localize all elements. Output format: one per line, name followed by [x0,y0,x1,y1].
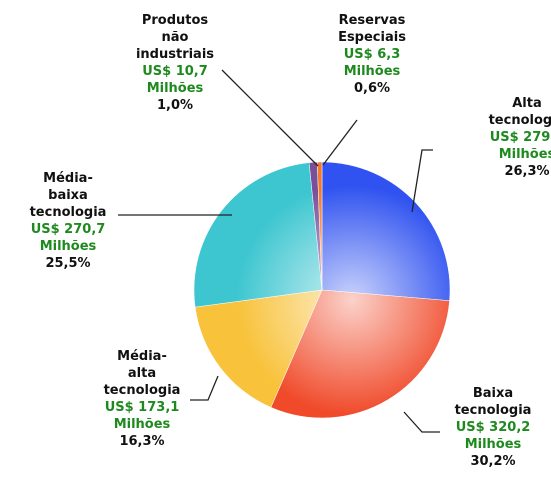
category-name: Reservas Especiais [338,13,406,45]
value-label: US$ 6,3 [343,47,401,62]
unit-label: Milhões [343,64,401,79]
percentage-label: 0,6% [353,81,391,96]
leader-line [322,119,358,166]
slice-label: Média-alta tecnologia US$ 173,1 Milhões 16,… [104,348,181,450]
leader-line [221,69,319,167]
unit-label: Milhões [464,437,522,452]
unit-label: Milhões [146,81,204,96]
percentage-label: 1,0% [156,98,194,113]
leader-line [411,149,433,213]
category-name: Média-baixa tecnologia [29,171,107,220]
slice-label: Alta tecnologia US$ 279,2 Milhões 26,3% [489,95,551,180]
category-name: Média-alta tecnologia [103,349,181,398]
pie-slice [321,161,451,301]
slice-label: Média-baixa tecnologia US$ 270,7 Milhões 25… [30,170,107,272]
leader-line [190,375,219,401]
category-name: Produtos não industriais [135,13,215,62]
value-label: US$ 10,7 [142,64,208,79]
value-label: US$ 320,2 [455,420,531,435]
percentage-label: 25,5% [45,256,91,271]
unit-label: Milhões [498,147,551,162]
percentage-label: 26,3% [504,164,550,179]
value-label: US$ 270,7 [30,222,106,237]
value-label: US$ 173,1 [104,400,180,415]
unit-label: Milhões [113,417,171,432]
slice-label: Baixa tecnologia US$ 320,2 Milhões 30,2% [455,385,532,470]
slice-label: Produtos não industriais US$ 10,7 Milhões 1… [136,12,214,114]
category-name: Alta tecnologia [488,96,551,128]
percentage-label: 16,3% [119,434,165,449]
slice-label: Reservas Especiais US$ 6,3 Milhões 0,6% [338,12,406,97]
leader-line [403,411,440,433]
unit-label: Milhões [39,239,97,254]
pie-slice [193,162,323,308]
value-label: US$ 279,2 [489,130,551,145]
percentage-label: 30,2% [470,454,516,469]
category-name: Baixa tecnologia [454,386,532,418]
